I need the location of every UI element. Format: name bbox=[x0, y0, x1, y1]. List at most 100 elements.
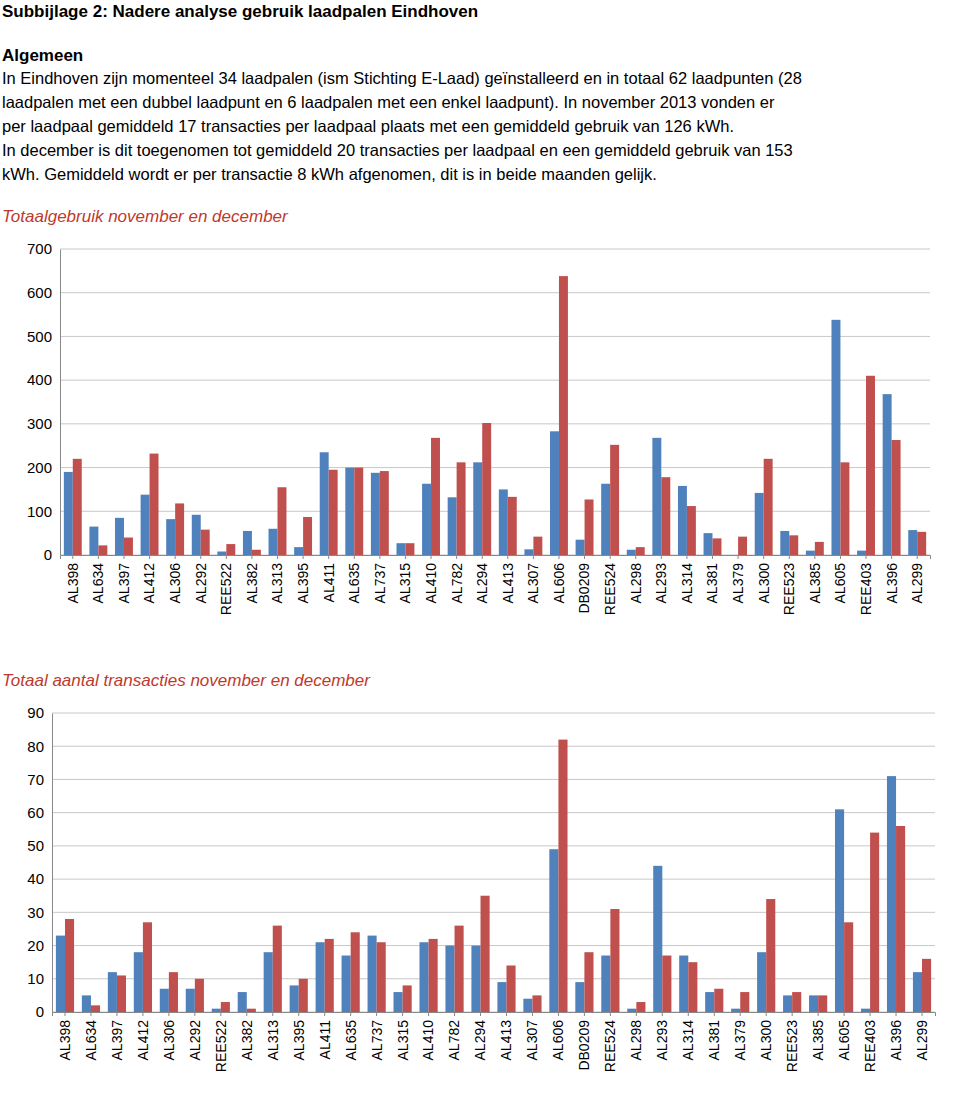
x-tick-label: AL306 bbox=[167, 563, 183, 604]
bar bbox=[896, 826, 905, 1012]
bar bbox=[124, 538, 133, 555]
x-tick-label: AL381 bbox=[704, 563, 720, 604]
bar bbox=[922, 959, 931, 1012]
bar bbox=[766, 899, 775, 1012]
bar bbox=[377, 942, 386, 1012]
bar bbox=[117, 975, 126, 1012]
x-tick-mark bbox=[123, 555, 124, 559]
x-tick: AL737 bbox=[369, 1012, 385, 1060]
x-tick: AL313 bbox=[265, 1012, 281, 1060]
grid-line bbox=[52, 812, 935, 813]
y-tick: 20 bbox=[27, 937, 52, 954]
x-axis: AL398AL634AL397AL412AL306AL292REE522AL38… bbox=[61, 555, 931, 615]
x-tick: AL395 bbox=[291, 1012, 307, 1060]
x-tick: REE524 bbox=[602, 1012, 618, 1072]
bar bbox=[166, 519, 175, 555]
y-tick-label: 200 bbox=[27, 459, 52, 476]
x-tick-label: AL292 bbox=[193, 563, 209, 604]
bar bbox=[403, 985, 412, 1012]
grid-line bbox=[52, 978, 935, 979]
bar bbox=[610, 445, 619, 555]
bar bbox=[419, 942, 428, 1012]
grid-line bbox=[60, 292, 930, 293]
x-tick: AL396 bbox=[888, 1012, 904, 1060]
x-tick-mark bbox=[142, 1012, 143, 1016]
x-tick-label: AL410 bbox=[420, 1020, 436, 1061]
x-tick: AL605 bbox=[832, 555, 848, 603]
bar bbox=[857, 551, 866, 555]
x-tick-label: AL605 bbox=[832, 563, 848, 604]
bar bbox=[354, 468, 363, 555]
x-tick-mark bbox=[482, 555, 483, 559]
bar bbox=[405, 543, 414, 555]
bar bbox=[195, 979, 204, 1012]
bar bbox=[550, 431, 559, 555]
chart-title: Totaalgebruik november en december bbox=[2, 207, 289, 226]
y-tick-label: 50 bbox=[27, 837, 44, 854]
grid-line bbox=[60, 423, 930, 424]
bar bbox=[56, 936, 65, 1012]
bar bbox=[243, 531, 252, 555]
x-tick-mark bbox=[922, 1012, 923, 1016]
x-tick: REE403 bbox=[862, 1012, 878, 1072]
x-tick-label: REE523 bbox=[781, 563, 797, 615]
x-axis: AL398AL634AL397AL412AL306AL292REE522AL38… bbox=[53, 1012, 936, 1072]
x-tick-label: AL398 bbox=[57, 1020, 73, 1061]
x-tick-mark bbox=[456, 555, 457, 559]
bar bbox=[269, 529, 278, 555]
x-tick-mark bbox=[610, 555, 611, 559]
x-tick-mark bbox=[246, 1012, 247, 1016]
x-tick-mark bbox=[251, 555, 252, 559]
bar bbox=[91, 1005, 100, 1012]
bar bbox=[342, 956, 351, 1012]
x-tick-label: AL410 bbox=[423, 563, 439, 604]
x-tick-mark bbox=[686, 555, 687, 559]
x-tick-mark bbox=[844, 1012, 845, 1016]
bar bbox=[679, 956, 688, 1012]
x-tick: AL299 bbox=[909, 555, 925, 603]
bar bbox=[445, 946, 454, 1012]
x-tick-label: REE403 bbox=[862, 1020, 878, 1072]
x-tick: AL412 bbox=[141, 555, 157, 603]
y-tick: 30 bbox=[27, 904, 52, 921]
x-tick: AL606 bbox=[551, 555, 567, 603]
x-tick: AL315 bbox=[397, 555, 413, 603]
x-tick-label: AL635 bbox=[343, 1020, 359, 1061]
grid-line bbox=[60, 467, 930, 468]
x-tick-mark bbox=[738, 555, 739, 559]
bar bbox=[714, 989, 723, 1012]
axis-line bbox=[61, 556, 931, 560]
x-tick-label: AL300 bbox=[758, 1020, 774, 1061]
bar bbox=[831, 320, 840, 555]
x-tick: AL293 bbox=[653, 555, 669, 603]
x-tick-label: AL411 bbox=[321, 563, 337, 603]
bar bbox=[601, 956, 610, 1012]
x-tick: AL314 bbox=[679, 555, 695, 603]
x-tick-label: AL293 bbox=[653, 563, 669, 604]
bar bbox=[160, 989, 169, 1012]
x-tick: AL307 bbox=[525, 555, 541, 603]
x-tick: REE522 bbox=[213, 1012, 229, 1072]
x-tick-mark bbox=[350, 1012, 351, 1016]
grid-line bbox=[60, 249, 930, 250]
bar bbox=[523, 999, 532, 1012]
x-tick-mark bbox=[558, 555, 559, 559]
x-tick: AL413 bbox=[500, 555, 516, 603]
x-tick-label: AL293 bbox=[654, 1020, 670, 1061]
bar bbox=[108, 972, 117, 1012]
bar bbox=[806, 551, 815, 555]
x-tick-label: AL298 bbox=[628, 563, 644, 604]
x-tick-mark bbox=[328, 555, 329, 559]
x-tick-mark bbox=[891, 555, 892, 559]
x-tick: AL606 bbox=[550, 1012, 566, 1060]
bar bbox=[789, 535, 798, 555]
x-tick-mark bbox=[175, 555, 176, 559]
x-tick-mark bbox=[688, 1012, 689, 1016]
x-tick-label: AL395 bbox=[295, 563, 311, 604]
paragraph-line: per laadpaal gemiddeld 17 transacties pe… bbox=[2, 117, 734, 135]
x-tick-mark bbox=[431, 555, 432, 559]
bar bbox=[688, 962, 697, 1012]
x-tick-mark bbox=[454, 1012, 455, 1016]
y-tick: 80 bbox=[27, 738, 52, 755]
bars bbox=[56, 740, 931, 1012]
